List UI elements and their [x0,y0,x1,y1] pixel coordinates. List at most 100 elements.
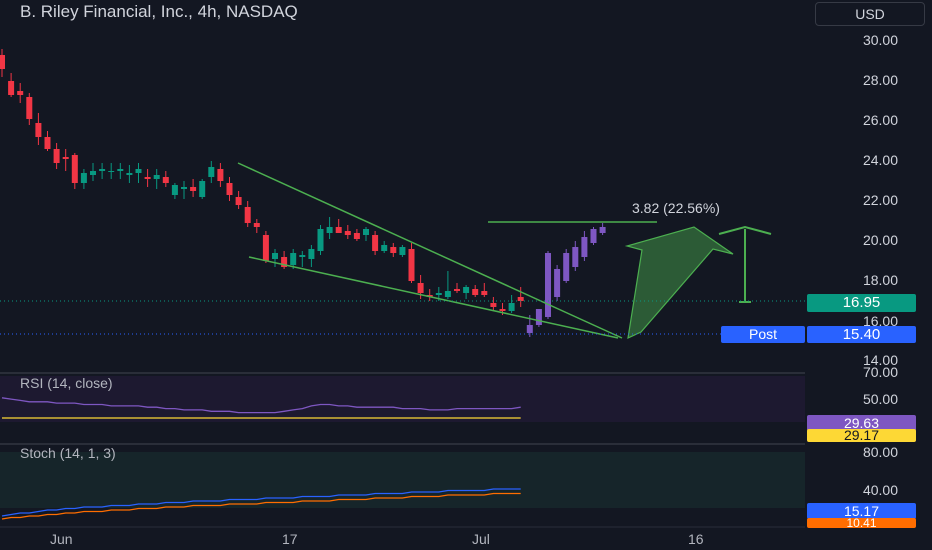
wedge-upper-line [237,162,623,339]
candle [481,291,488,295]
candle [472,289,479,295]
stoch-label[interactable]: Stoch (14, 1, 3) [20,445,116,461]
rsi-band [0,376,805,422]
candle [408,249,415,281]
post-label-badge: Post [721,326,805,343]
candle [190,187,197,191]
candle [435,293,442,295]
stoch-d-line [1,492,521,520]
last-price-badge: 16.95 [807,294,916,312]
candle [181,187,187,189]
candle [344,231,351,235]
candle [508,303,515,311]
wedge-lower-line [248,256,619,339]
price-tick: 22.00 [862,192,898,208]
postmarket-candle [545,253,551,317]
candle [144,177,151,179]
projection-label: 3.82 (22.56%) [632,200,720,216]
rsi-line [1,397,521,414]
stoch-k-line [1,488,521,517]
price-tick: 18.00 [862,272,898,288]
rsi-value-badge: 29.63 [807,415,916,431]
candles-group [0,49,524,315]
price-tick: 30.00 [862,32,898,48]
candle [390,247,397,253]
drawings-group [237,162,772,340]
rsi-tick: 50.00 [862,391,898,407]
candle [199,181,206,197]
candle [444,291,451,297]
candle [135,169,142,173]
candle [108,171,115,172]
time-tick: 17 [282,531,298,547]
candle [353,233,360,239]
candle [226,183,233,195]
candle [463,287,470,293]
candle [253,223,260,227]
postmarket-candle [535,309,542,325]
postmarket-candle [554,269,561,297]
candle [299,255,306,257]
postmarket-candle [590,229,597,243]
chart-title: B. Riley Financial, Inc., 4h, NASDAQ [20,2,298,21]
stoch-tick: 40.00 [862,482,898,498]
candle [281,257,288,267]
candle [381,245,388,251]
candle [17,91,24,95]
projection-arrow [624,226,734,340]
time-tick: 16 [688,531,704,547]
candle [499,309,506,311]
price-tick: 14.00 [862,352,898,368]
price-tick: 20.00 [862,232,898,248]
candle [244,207,251,223]
candle [308,249,315,259]
indicators-group [1,397,521,520]
candle [490,303,497,307]
post-price-badge: 15.40 [807,326,916,343]
candle [317,229,324,251]
candle [71,155,78,183]
candle [99,169,106,171]
candle [272,253,278,259]
candle [153,175,160,179]
time-tick: Jul [472,531,490,547]
stoch-band [0,452,805,508]
postmarket-candle [581,237,588,257]
candle [62,157,69,159]
candle [262,235,269,261]
stoch-k-badge: 15.17 [807,503,916,519]
rsi-label[interactable]: RSI (14, close) [20,375,113,391]
candle [44,137,51,149]
rsi-tick: 70.00 [862,364,898,380]
candle [35,123,42,137]
candle [208,167,215,177]
candle [53,149,60,163]
candle [363,229,369,235]
measure-arrowhead [718,225,772,235]
candle [90,171,96,175]
candle [372,235,379,251]
candle [117,169,124,171]
candle [335,227,342,233]
candle [417,283,424,293]
postmarket-candle [572,247,579,267]
time-tick: Jun [50,531,73,547]
price-tick: 24.00 [862,152,898,168]
candle [454,289,460,291]
postmarket-candles-group [526,223,606,337]
postmarket-candle [599,227,606,233]
candle [326,227,333,233]
candle [126,173,133,175]
candle [80,173,87,183]
price-tick: 28.00 [862,72,898,88]
price-tick: 26.00 [862,112,898,128]
currency-button[interactable]: USD [815,2,925,26]
candle [235,197,242,205]
stoch-tick: 80.00 [862,444,898,460]
candle [162,177,169,183]
rsi-ma-badge: 29.17 [807,428,916,442]
candle [290,253,297,265]
candle [171,185,178,195]
candle [8,81,15,95]
